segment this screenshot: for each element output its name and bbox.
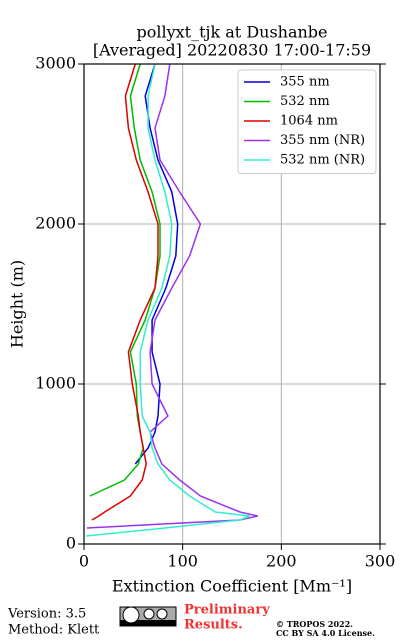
series-line xyxy=(86,63,258,529)
cc-icon xyxy=(119,606,177,627)
series-line xyxy=(89,63,161,497)
y-tick-label: 1000 xyxy=(35,374,76,393)
legend-label: 355 nm (NR) xyxy=(280,133,365,148)
legend-label: 355 nm xyxy=(280,75,330,90)
x-tick-label: 200 xyxy=(266,552,297,571)
copyright: CC BY SA 4.0 License. xyxy=(276,628,375,638)
y-tick-label: 0 xyxy=(66,534,76,553)
preliminary: Preliminary xyxy=(184,603,270,618)
chart-title: pollyxt_tjk at Dushanbe xyxy=(136,23,327,42)
series-line xyxy=(85,63,251,537)
y-tick-label: 3000 xyxy=(35,54,76,73)
chart-title: [Averaged] 20220830 17:00-17:59 xyxy=(93,41,371,60)
version: Version: 3.5 xyxy=(7,607,86,622)
y-tick-label: 2000 xyxy=(35,214,76,233)
method: Method: Klett xyxy=(8,623,100,638)
x-tick-label: 100 xyxy=(167,552,198,571)
legend-box xyxy=(237,69,377,174)
plot-frame xyxy=(83,63,381,545)
x-axis-label: Extinction Coefficient [Mm⁻¹] xyxy=(112,577,352,596)
legend-label: 532 nm xyxy=(280,94,330,109)
x-tick-label: 300 xyxy=(365,552,396,571)
legend-label: 1064 nm xyxy=(280,114,338,129)
copyright: © TROPOS 2022. xyxy=(276,619,353,629)
series-line xyxy=(91,63,159,521)
legend-label: 532 nm (NR) xyxy=(280,153,365,168)
x-tick-label: 0 xyxy=(79,552,89,571)
y-axis-label: Height (m) xyxy=(8,260,27,348)
preliminary: Results. xyxy=(184,618,243,633)
